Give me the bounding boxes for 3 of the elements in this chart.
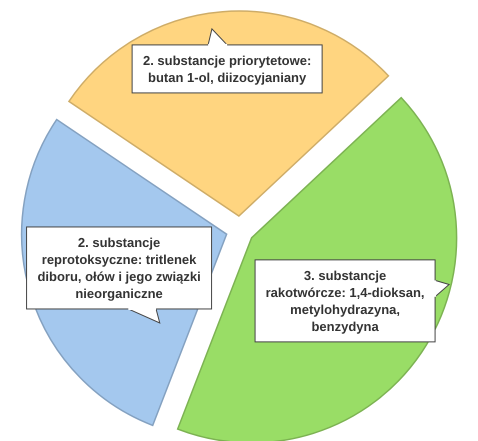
slice-label: 3. substancje rakotwórcze: 1,4-dioksan, metylohydrazyna, benzydyna [266, 268, 425, 334]
slice-label: 2. substancje priorytetowe: butan 1-ol, diizocyjaniany [142, 53, 312, 86]
slice-label: 2. substancje reprotoksyczne: tritlenek diboru, ołów i jego związki nieorganiczne [37, 235, 201, 302]
